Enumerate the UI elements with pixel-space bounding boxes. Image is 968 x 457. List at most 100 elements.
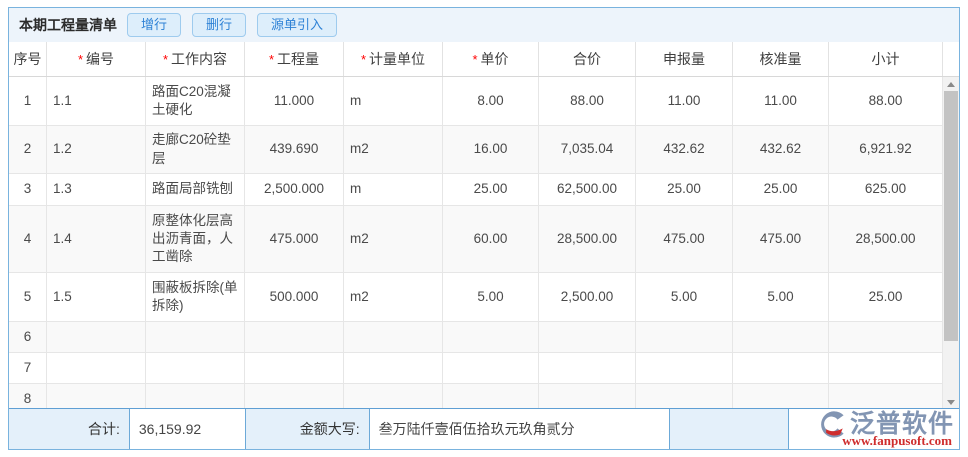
cell-unit[interactable]: m2 (344, 206, 443, 272)
cell-total[interactable]: 62,500.00 (539, 174, 636, 205)
total-label: 合计: (87, 421, 120, 437)
table-row[interactable]: 2 1.2 走廊C20砼垫层 439.690 m2 16.00 7,035.04 432.62… (9, 126, 943, 174)
cell-unit[interactable]: m2 (344, 273, 443, 321)
cell-content[interactable]: 路面C20混凝土硬化 (146, 77, 245, 125)
cell-subtotal[interactable] (829, 384, 943, 409)
cell-quantity[interactable]: 439.690 (245, 126, 344, 173)
cell-seq[interactable]: 3 (9, 174, 47, 205)
cell-price[interactable]: 60.00 (443, 206, 539, 272)
cell-unit[interactable] (344, 353, 443, 383)
cell-approved[interactable] (733, 322, 829, 352)
cell-quantity[interactable]: 2,500.000 (245, 174, 344, 205)
cell-total[interactable]: 2,500.00 (539, 273, 636, 321)
cell-price[interactable] (443, 384, 539, 409)
cell-declared[interactable]: 25.00 (636, 174, 733, 205)
cell-price[interactable]: 16.00 (443, 126, 539, 173)
cell-code[interactable]: 1.5 (47, 273, 146, 321)
scrollbar-thumb[interactable] (944, 91, 958, 341)
cell-subtotal[interactable]: 28,500.00 (829, 206, 943, 272)
cell-unit[interactable]: m (344, 174, 443, 205)
table-row[interactable]: 7 (9, 353, 943, 384)
cell-quantity[interactable]: 11.000 (245, 77, 344, 125)
table-row[interactable]: 4 1.4 原整体化层高出沥青面，人工凿除 475.000 m2 60.00 28,500.… (9, 206, 943, 273)
cell-price[interactable]: 8.00 (443, 77, 539, 125)
cell-unit[interactable]: m2 (344, 126, 443, 173)
cell-declared[interactable]: 11.00 (636, 77, 733, 125)
table-row[interactable]: 5 1.5 围蔽板拆除(单拆除) 500.000 m2 5.00 2,500.00 5.00 5… (9, 273, 943, 322)
cell-code[interactable]: 1.2 (47, 126, 146, 173)
cell-content[interactable] (146, 353, 245, 383)
cell-approved[interactable] (733, 353, 829, 383)
cell-declared[interactable]: 5.00 (636, 273, 733, 321)
cell-content[interactable]: 围蔽板拆除(单拆除) (146, 273, 245, 321)
cell-code[interactable]: 1.1 (47, 77, 146, 125)
cell-approved[interactable]: 11.00 (733, 77, 829, 125)
cell-seq[interactable]: 2 (9, 126, 47, 173)
cell-code[interactable] (47, 322, 146, 352)
import-source-button[interactable]: 源单引入 (257, 13, 338, 37)
cell-approved[interactable]: 475.00 (733, 206, 829, 272)
cell-approved[interactable]: 432.62 (733, 126, 829, 173)
column-header-approved: 核准量 (733, 42, 829, 76)
cell-declared[interactable] (636, 384, 733, 409)
cell-seq[interactable]: 7 (9, 353, 47, 383)
cell-content[interactable]: 原整体化层高出沥青面，人工凿除 (146, 206, 245, 272)
table-row[interactable]: 1 1.1 路面C20混凝土硬化 11.000 m 8.00 88.00 11.00 11.00… (9, 77, 943, 126)
cell-total[interactable] (539, 322, 636, 352)
add-row-button[interactable]: 增行 (127, 13, 182, 37)
cell-declared[interactable] (636, 353, 733, 383)
cell-code[interactable] (47, 384, 146, 409)
cell-seq[interactable]: 6 (9, 322, 47, 352)
cell-quantity[interactable]: 500.000 (245, 273, 344, 321)
cell-unit[interactable] (344, 384, 443, 409)
cell-total[interactable] (539, 384, 636, 409)
cell-declared[interactable]: 432.62 (636, 126, 733, 173)
cell-seq[interactable]: 1 (9, 77, 47, 125)
scroll-up-icon[interactable] (943, 77, 959, 91)
table-row[interactable]: 3 1.3 路面局部铣刨 2,500.000 m 25.00 62,500.00 25.00 2… (9, 174, 943, 206)
cell-content[interactable]: 走廊C20砼垫层 (146, 126, 245, 173)
cell-total[interactable]: 28,500.00 (539, 206, 636, 272)
cell-subtotal[interactable] (829, 322, 943, 352)
cell-code[interactable]: 1.4 (47, 206, 146, 272)
scroll-down-icon[interactable] (943, 395, 959, 409)
cell-unit[interactable]: m (344, 77, 443, 125)
cell-declared[interactable] (636, 322, 733, 352)
cell-quantity[interactable] (245, 322, 344, 352)
vertical-scrollbar[interactable] (943, 77, 959, 409)
delete-row-button[interactable]: 删行 (192, 13, 247, 37)
cell-approved[interactable]: 5.00 (733, 273, 829, 321)
cell-content[interactable] (146, 384, 245, 409)
cell-price[interactable] (443, 353, 539, 383)
cell-price[interactable]: 25.00 (443, 174, 539, 205)
cell-subtotal[interactable]: 88.00 (829, 77, 943, 125)
cell-code[interactable]: 1.3 (47, 174, 146, 205)
cell-price[interactable]: 5.00 (443, 273, 539, 321)
panel-title: 本期工程量清单 (19, 17, 117, 33)
cell-seq[interactable]: 4 (9, 206, 47, 272)
column-header-label: 核准量 (759, 51, 802, 67)
cell-content[interactable] (146, 322, 245, 352)
cell-subtotal[interactable] (829, 353, 943, 383)
cell-subtotal[interactable]: 25.00 (829, 273, 943, 321)
cell-code[interactable] (47, 353, 146, 383)
vendor-watermark: 泛普软件 www.fanpusoft.com (788, 409, 960, 449)
cell-quantity[interactable] (245, 353, 344, 383)
cell-seq[interactable]: 8 (9, 384, 47, 409)
cell-price[interactable] (443, 322, 539, 352)
cell-total[interactable]: 7,035.04 (539, 126, 636, 173)
cell-approved[interactable] (733, 384, 829, 409)
table-row[interactable]: 8 (9, 384, 943, 409)
cell-subtotal[interactable]: 6,921.92 (829, 126, 943, 173)
cell-total[interactable] (539, 353, 636, 383)
cell-approved[interactable]: 25.00 (733, 174, 829, 205)
cell-quantity[interactable] (245, 384, 344, 409)
cell-content[interactable]: 路面局部铣刨 (146, 174, 245, 205)
cell-total[interactable]: 88.00 (539, 77, 636, 125)
table-row[interactable]: 6 (9, 322, 943, 353)
cell-declared[interactable]: 475.00 (636, 206, 733, 272)
cell-subtotal[interactable]: 625.00 (829, 174, 943, 205)
cell-seq[interactable]: 5 (9, 273, 47, 321)
cell-unit[interactable] (344, 322, 443, 352)
cell-quantity[interactable]: 475.000 (245, 206, 344, 272)
